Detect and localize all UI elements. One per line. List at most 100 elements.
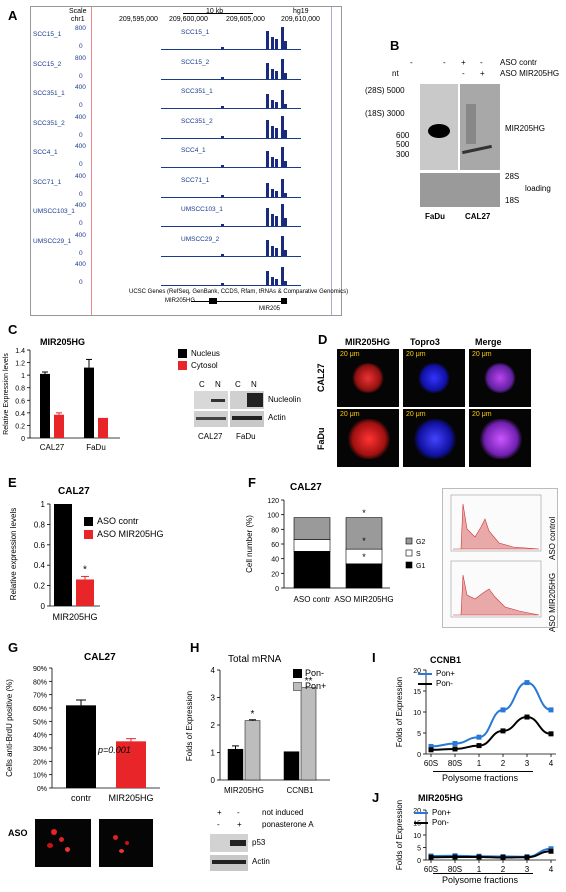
ucsc-track-name: SCC351_1 [181, 88, 213, 95]
y-tick-label: 50% [33, 719, 47, 726]
c-title: MIR205HG [40, 337, 86, 347]
d-row-cal27: CAL27 [316, 363, 326, 392]
ucsc-peak [281, 204, 284, 226]
panel-letter-g: G [8, 640, 19, 655]
f-facs-label-control: ASO control [548, 516, 557, 560]
x-tick-label: 2 [501, 865, 506, 874]
b-band-cal27 [462, 144, 492, 155]
ucsc-peak [281, 58, 284, 79]
ucsc-coord-2: 209,600,000 [169, 16, 208, 23]
ucsc-track-min: 0 [79, 72, 83, 80]
c-legend-cytosol-swatch [178, 361, 187, 370]
b-lane-fadu: FaDu [425, 212, 445, 221]
b-marker-500: 500 [396, 140, 410, 149]
ucsc-peak [271, 188, 274, 197]
f-legend-swatch [405, 549, 413, 557]
d-scale: 20 μm [472, 351, 492, 358]
c-blot-cal27-actin [194, 411, 228, 427]
ucsc-peak [271, 37, 274, 49]
y-tick-label: 5 [417, 846, 421, 853]
c-bar [98, 417, 108, 438]
ucsc-peak [266, 31, 269, 49]
b-lane-cal27: CAL27 [465, 212, 491, 221]
svg-j-point [500, 855, 506, 860]
e-significance-star: * [83, 564, 87, 575]
x-tick-label: 1 [477, 865, 482, 874]
c-bar [40, 373, 50, 438]
b-loading-28s: 28S [505, 172, 520, 181]
c-x-tick-label: CAL27 [40, 443, 65, 452]
h-legend-pon-plus: Pon+ [305, 681, 327, 691]
b-marker-5000: (28S) 5000 [365, 86, 405, 95]
e-chart: 0 0.2 0.4 0.6 0.8 1 Relative expression levels… [9, 500, 100, 622]
g-bar [66, 705, 96, 788]
ucsc-track-label: SCC351_1 [33, 90, 65, 97]
b-sign-6: + [480, 69, 485, 78]
h-treat-not-induced: not induced [262, 808, 304, 817]
y-tick-label: 0.2 [34, 582, 46, 591]
y-axis-label: Folds of Expression [395, 800, 404, 870]
i-chart: 0 5 10 15 20 Folds of Expression 60S 80S 1 2 3 4 [395, 668, 556, 768]
c-x-tick-label: FaDu [86, 443, 106, 452]
g-chart: 0% 10% 20% 30% 40% 50% 60% 70% 80% 90% Cells anti-… [5, 666, 160, 803]
d-cells [351, 363, 385, 393]
d-img-fadu-merge: 20 μm [468, 408, 532, 468]
h-blot-actin [210, 855, 248, 871]
j-chart: 0 5 10 15 20 Folds of Expression 60S 80S 1 2 3 4 [395, 800, 556, 874]
ucsc-track-baseline [161, 196, 301, 198]
y-tick-label: 0.6 [34, 541, 46, 550]
svg-j-line-1 [430, 850, 552, 859]
d-col-mir205hg: MIR205HG [345, 337, 391, 347]
ucsc-track-label: SCC351_2 [33, 119, 65, 127]
ucsc-peak [284, 104, 287, 108]
ucsc-track-label: UMSCC29_1 [33, 237, 72, 245]
b-label-aso-contr: ASO contr [500, 58, 537, 67]
ucsc-peak [266, 208, 269, 226]
svg-j-point [476, 854, 482, 860]
c-legend-nucleus: Nucleus [191, 349, 220, 358]
ucsc-peak [275, 39, 278, 49]
f-x-tick-label: ASO contr [294, 595, 331, 604]
y-tick-label: 0.8 [15, 386, 25, 393]
j-legend-pon-minus-swatch [414, 822, 428, 824]
svg-i-point [476, 734, 482, 740]
f-facs-plots [450, 494, 542, 618]
ucsc-scale-bar [183, 13, 253, 14]
svg-i-point [452, 746, 458, 752]
ucsc-peak [266, 119, 269, 138]
ucsc-peak [221, 106, 224, 108]
ucsc-peak [284, 129, 287, 138]
ucsc-peak [266, 62, 269, 79]
b-sign-2: - [443, 58, 446, 67]
f-legend-swatch [405, 537, 413, 545]
ucsc-peak [281, 147, 284, 167]
y-tick-label: 1 [41, 500, 46, 509]
ucsc-peak [266, 271, 269, 285]
y-tick-label: 40% [33, 733, 47, 740]
x-tick-label: 60S [424, 759, 438, 768]
ucsc-peak [221, 283, 224, 285]
y-tick-label: 0 [417, 752, 421, 759]
ucsc-track-min: 0 [79, 43, 83, 50]
ucsc-track-min: 0 [79, 249, 83, 257]
y-tick-label: 0% [37, 786, 47, 793]
y-tick-label: 90% [33, 666, 47, 673]
ucsc-peak [271, 245, 274, 256]
ucsc-track-name: SCC71_1 [181, 176, 210, 184]
ucsc-exon-1 [209, 298, 217, 304]
svg-i-point [452, 741, 458, 746]
h-sign-4: + [237, 820, 242, 829]
ucsc-peak [221, 165, 224, 167]
y-tick-label: 10 [413, 710, 421, 717]
ucsc-track-name: UMSCC103_1 [181, 206, 223, 213]
y-tick-label: 20 [413, 668, 421, 675]
ucsc-track-min: 0 [79, 131, 83, 139]
y-tick-label: 0.8 [34, 520, 46, 529]
ucsc-scale-bar-label: 10 kb [206, 8, 224, 15]
g-bar [116, 741, 146, 788]
d-cells [479, 419, 523, 459]
x-tick-label: 3 [525, 865, 530, 874]
ucsc-track-baseline [161, 255, 301, 257]
b-band-label: MIR205HG [505, 124, 546, 133]
